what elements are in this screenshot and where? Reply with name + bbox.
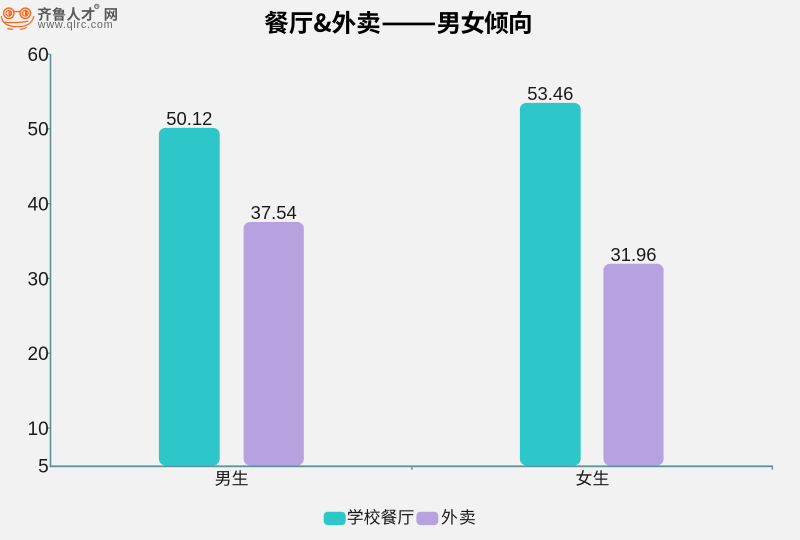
svg-text:50.12: 50.12 — [166, 108, 212, 129]
svg-text:50: 50 — [28, 120, 49, 141]
svg-text:40: 40 — [28, 195, 49, 216]
svg-text:10: 10 — [28, 419, 49, 440]
svg-text:30: 30 — [28, 269, 49, 290]
svg-text:20: 20 — [28, 344, 49, 365]
svg-text:5: 5 — [38, 456, 49, 477]
svg-text:53.46: 53.46 — [527, 83, 573, 104]
svg-text:www.qlrc.com: www.qlrc.com — [37, 19, 114, 31]
svg-text:37.54: 37.54 — [251, 202, 297, 223]
svg-text:31.96: 31.96 — [610, 244, 656, 265]
svg-text:R: R — [95, 4, 98, 9]
svg-text:60: 60 — [28, 45, 49, 66]
